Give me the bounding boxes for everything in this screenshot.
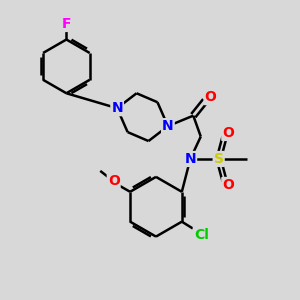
Text: O: O: [108, 174, 120, 188]
Text: N: N: [162, 119, 174, 133]
Text: N: N: [111, 101, 123, 115]
Text: O: O: [222, 178, 234, 192]
Text: Cl: Cl: [194, 227, 209, 242]
Text: F: F: [61, 17, 71, 31]
Text: N: N: [184, 152, 196, 166]
Text: O: O: [222, 126, 234, 140]
Text: S: S: [214, 152, 224, 166]
Text: O: O: [205, 90, 217, 104]
